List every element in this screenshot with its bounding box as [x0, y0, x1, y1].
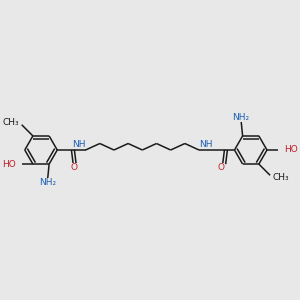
- Text: NH: NH: [200, 140, 213, 149]
- Text: NH: NH: [72, 140, 85, 149]
- Text: O: O: [70, 163, 77, 172]
- Text: HO: HO: [284, 146, 298, 154]
- Text: CH₃: CH₃: [3, 118, 19, 127]
- Text: NH₂: NH₂: [39, 178, 56, 187]
- Text: NH₂: NH₂: [232, 113, 250, 122]
- Text: CH₃: CH₃: [272, 173, 289, 182]
- Text: HO: HO: [2, 160, 16, 169]
- Text: O: O: [218, 163, 225, 172]
